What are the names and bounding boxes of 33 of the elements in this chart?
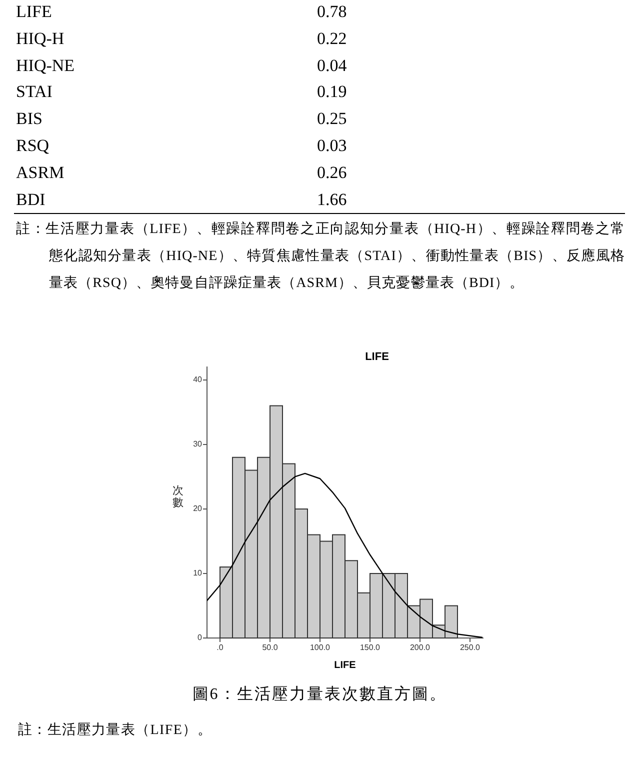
text: LIFE [16, 1, 52, 23]
text: BDI [16, 188, 46, 211]
y-tick-label: 0 [198, 633, 203, 642]
text: ASRM [16, 162, 64, 184]
y-tick-label: 30 [193, 440, 203, 449]
caption: 圖6：生活壓力量表次數直方圖。 [191, 685, 448, 705]
text: RSQ [16, 134, 50, 157]
text: 註：生活壓力量表（LIFE）、輕躁詮釋問卷之正向認知分量表（HIQ-H）、輕躁詮釋問卷之常態化認知分量表（HIQ-NE）、特質焦慮性量表（STAI）、衝動性量表（BIS）、反應風格量表（RSQ）、奧特曼自評躁症量表（ASRM）、貝克憂鬱量表（BDI）。 [16, 220, 625, 293]
text: BIS [16, 108, 42, 130]
text: 0.04 [317, 54, 347, 77]
x-tick-label: 150.0 [360, 643, 381, 652]
text: 1.66 [317, 188, 347, 211]
x-tick-label: 50.0 [262, 643, 278, 652]
text: 0.22 [317, 28, 347, 50]
x-tick-label: 250.0 [460, 643, 481, 652]
text: 0.03 [317, 134, 347, 157]
text: HIQ-NE [16, 54, 75, 77]
x-tick-label: 100.0 [310, 643, 331, 652]
text: STAI [16, 81, 52, 104]
y-tick-label: 20 [193, 504, 203, 514]
text: HIQ-H [16, 28, 64, 50]
x-axis-title: LIFE [334, 660, 356, 671]
y-tick-label: 10 [193, 568, 203, 578]
y-axis-title: 次數 [172, 484, 184, 509]
text: 註：生活壓力量表（LIFE）。 [18, 721, 212, 740]
text: 0.78 [317, 1, 347, 23]
x-tick-label: 200.0 [410, 643, 431, 652]
text: 0.19 [317, 81, 347, 104]
x-tick-label: .0 [216, 643, 224, 652]
y-tick-label: 40 [193, 375, 203, 384]
chart-title: LIFE [365, 351, 389, 364]
text: 0.25 [317, 108, 347, 130]
text: 0.26 [317, 162, 347, 184]
